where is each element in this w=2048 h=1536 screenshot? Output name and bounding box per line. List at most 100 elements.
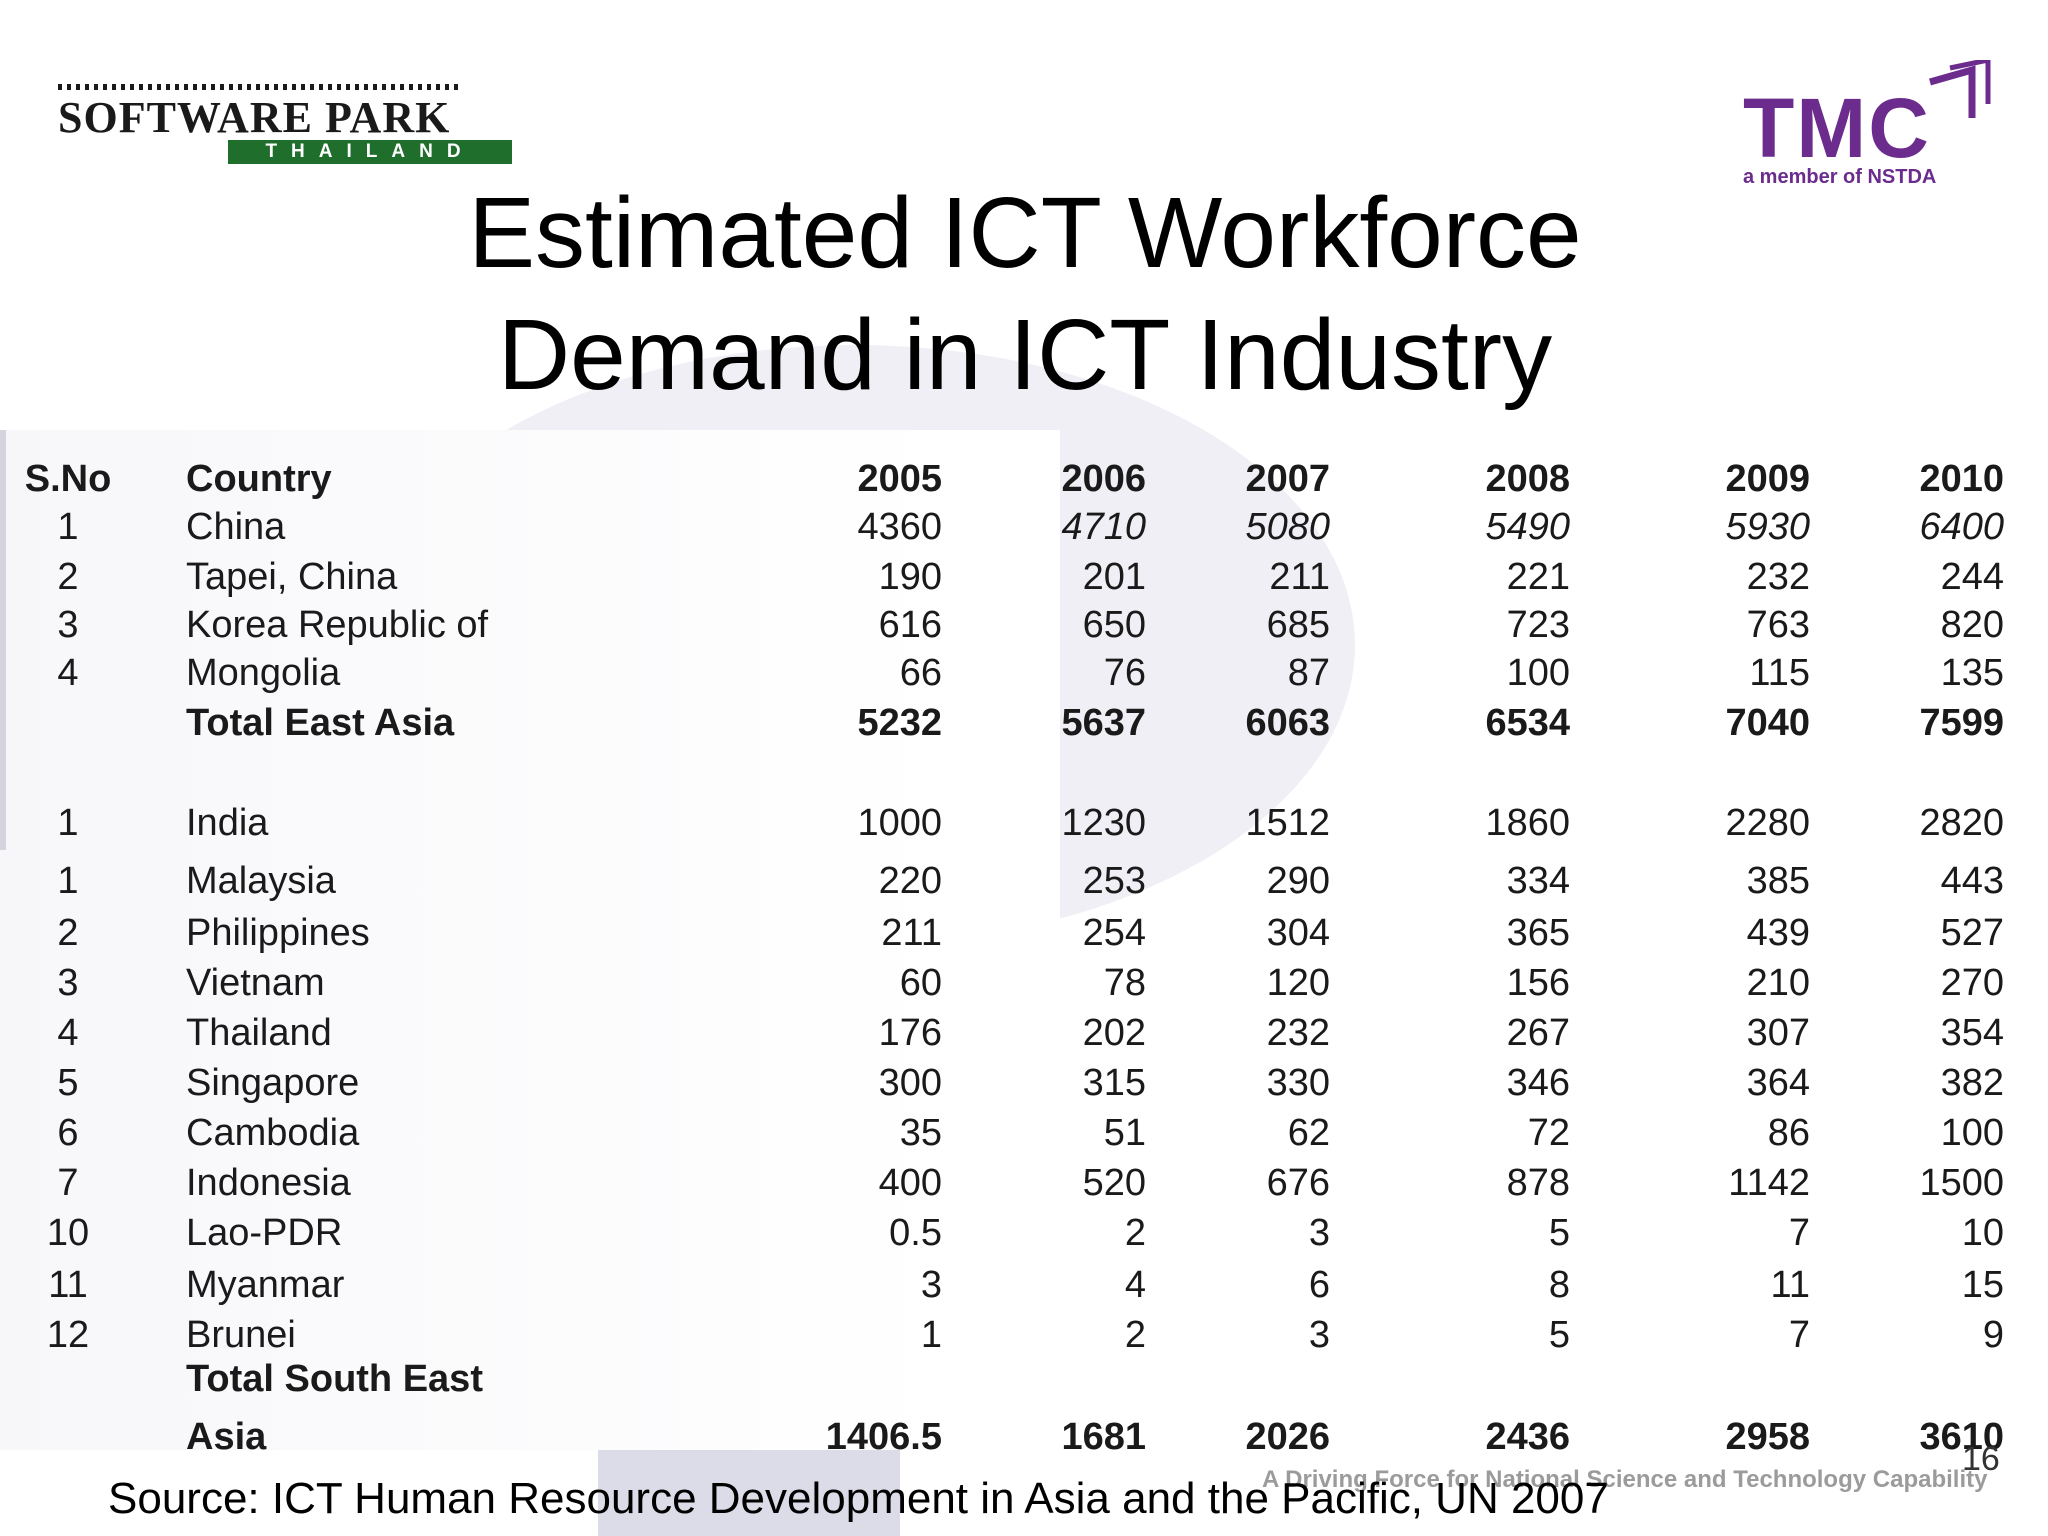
row-value: 270 (1940, 962, 2004, 1004)
row-country: Lao-PDR (186, 1212, 343, 1254)
row-value: 244 (1940, 556, 2004, 598)
row-value: 5 (1548, 1314, 1570, 1356)
row-value: 211 (881, 912, 942, 954)
row-value: 6534 (1485, 702, 1570, 744)
row-value: 1142 (1728, 1162, 1810, 1204)
header-year-2009: 2009 (1725, 458, 1810, 500)
row-sno: 4 (57, 1012, 79, 1054)
row-value: 7040 (1725, 702, 1810, 744)
row-country: China (186, 506, 286, 548)
row-country: Total East Asia (186, 702, 455, 744)
row-value: 382 (1940, 1062, 2004, 1104)
row-value: 5232 (857, 702, 942, 744)
row-value: 385 (1746, 860, 1810, 902)
row-value: 1 (920, 1314, 942, 1356)
row-value: 878 (1506, 1162, 1570, 1204)
row-value: 201 (1082, 556, 1146, 598)
row-value: 520 (1082, 1162, 1146, 1204)
tmc-chevron-icon (1929, 60, 1991, 118)
row-sno: 6 (57, 1112, 79, 1154)
row-value: 334 (1506, 860, 1570, 902)
row-value: 190 (878, 556, 942, 598)
row-value: 5080 (1245, 506, 1330, 548)
row-sno: 10 (46, 1212, 90, 1254)
row-value: 254 (1082, 912, 1146, 954)
background-footer-block (598, 1450, 900, 1536)
row-value: 5 (1548, 1212, 1570, 1254)
row-value: 7 (1788, 1212, 1810, 1254)
row-value: 2280 (1725, 802, 1810, 844)
header-year-2007: 2007 (1245, 458, 1330, 500)
row-value: 9 (1982, 1314, 2004, 1356)
total-sea-value: 2958 (1725, 1416, 1810, 1458)
row-value: 1000 (857, 802, 942, 844)
row-value: 685 (1266, 604, 1330, 646)
row-value: 6 (1308, 1264, 1330, 1306)
row-value: 763 (1746, 604, 1810, 646)
row-value: 330 (1266, 1062, 1330, 1104)
row-country: Korea Republic of (186, 604, 489, 646)
row-value: 4360 (857, 506, 942, 548)
row-value: 3 (1308, 1212, 1330, 1254)
row-value: 300 (878, 1062, 942, 1104)
row-sno: 1 (57, 506, 79, 548)
row-sno: 2 (57, 556, 79, 598)
row-value: 5637 (1061, 702, 1146, 744)
row-value: 2820 (1919, 802, 2004, 844)
row-value: 35 (899, 1112, 942, 1154)
row-value: 210 (1746, 962, 1810, 1004)
slide-title: Estimated ICT Workforce Demand in ICT In… (360, 172, 1690, 416)
row-value: 290 (1266, 860, 1330, 902)
row-value: 72 (1527, 1112, 1570, 1154)
row-sno: 1 (57, 860, 79, 902)
row-value: 5930 (1725, 506, 1810, 548)
total-sea-value: 1406.5 (825, 1416, 942, 1458)
slide-title-line-2: Demand in ICT Industry (497, 299, 1553, 411)
source-citation: Source: ICT Human Resource Development i… (108, 1474, 1609, 1523)
row-value: 616 (878, 604, 942, 646)
row-value: 1230 (1061, 802, 1146, 844)
row-value: 232 (1746, 556, 1810, 598)
row-sno: 5 (57, 1062, 79, 1104)
row-value: 10 (1961, 1212, 2004, 1254)
row-value: 400 (878, 1162, 942, 1204)
row-country: Philippines (186, 912, 370, 954)
row-country: Malaysia (186, 860, 336, 902)
row-country: Brunei (186, 1314, 296, 1356)
tmc-logo: TMC a member of NSTDA (1735, 60, 2000, 190)
logo-dotted-rule (58, 84, 458, 90)
row-value: 2 (1124, 1314, 1146, 1356)
row-value: 4 (1124, 1264, 1146, 1306)
tmc-logo-text: TMC (1743, 81, 1931, 175)
row-value: 176 (878, 1012, 942, 1054)
row-value: 304 (1266, 912, 1330, 954)
row-country: Tapei, China (186, 556, 398, 598)
row-value: 60 (899, 962, 942, 1004)
row-country: Singapore (186, 1062, 360, 1104)
row-value: 211 (1269, 556, 1330, 598)
row-value: 315 (1082, 1062, 1146, 1104)
row-value: 1860 (1485, 802, 1570, 844)
row-value: 365 (1506, 912, 1570, 954)
background-panel (0, 430, 1060, 1450)
total-sea-label-line-1: Total South East (186, 1358, 483, 1400)
software-park-logo-text: SOFTWARE PARK (58, 93, 451, 142)
row-value: 1512 (1245, 802, 1330, 844)
row-country: Thailand (186, 1012, 332, 1054)
row-value: 723 (1506, 604, 1570, 646)
row-sno: 3 (57, 604, 79, 646)
row-sno: 4 (57, 652, 79, 694)
row-value: 307 (1746, 1012, 1810, 1054)
row-value: 100 (1940, 1112, 2004, 1154)
row-value: 354 (1940, 1012, 2004, 1054)
total-sea-value: 2026 (1245, 1416, 1330, 1458)
row-value: 156 (1506, 962, 1570, 1004)
slide-title-line-1: Estimated ICT Workforce (468, 177, 1582, 289)
footer-tagline: A Driving Force for National Science and… (1262, 1466, 1988, 1493)
header-year-2008: 2008 (1485, 458, 1570, 500)
row-value: 527 (1940, 912, 2004, 954)
row-value: 15 (1961, 1264, 2004, 1306)
row-value: 11 (1770, 1264, 1810, 1306)
row-country: Myanmar (186, 1264, 345, 1306)
